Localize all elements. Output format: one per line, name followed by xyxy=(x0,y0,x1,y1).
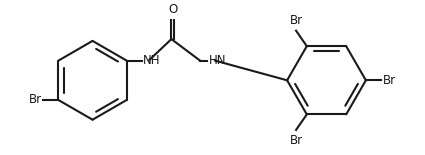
Text: Br: Br xyxy=(28,93,42,106)
Text: Br: Br xyxy=(289,133,303,146)
Text: HN: HN xyxy=(208,53,226,66)
Text: Br: Br xyxy=(382,74,396,87)
Text: NH: NH xyxy=(143,53,160,66)
Text: O: O xyxy=(168,3,177,16)
Text: Br: Br xyxy=(289,14,303,27)
